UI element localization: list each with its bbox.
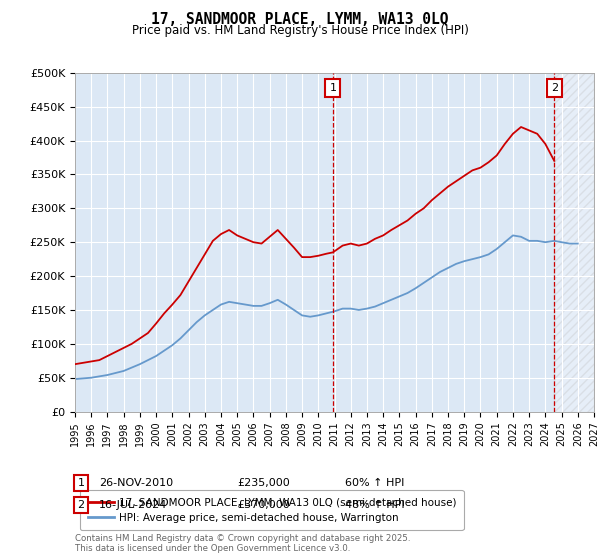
Text: Contains HM Land Registry data © Crown copyright and database right 2025.
This d: Contains HM Land Registry data © Crown c… — [75, 534, 410, 553]
Text: £235,000: £235,000 — [237, 478, 290, 488]
Text: 17, SANDMOOR PLACE, LYMM, WA13 0LQ: 17, SANDMOOR PLACE, LYMM, WA13 0LQ — [151, 12, 449, 27]
Legend: 17, SANDMOOR PLACE, LYMM, WA13 0LQ (semi-detached house), HPI: Average price, se: 17, SANDMOOR PLACE, LYMM, WA13 0LQ (semi… — [80, 490, 464, 530]
Text: Price paid vs. HM Land Registry's House Price Index (HPI): Price paid vs. HM Land Registry's House … — [131, 24, 469, 37]
Text: 26-NOV-2010: 26-NOV-2010 — [99, 478, 173, 488]
Text: £370,000: £370,000 — [237, 500, 290, 510]
Text: 2: 2 — [77, 500, 85, 510]
Text: 2: 2 — [551, 83, 558, 93]
Text: 1: 1 — [77, 478, 85, 488]
Text: 48% ↑ HPI: 48% ↑ HPI — [345, 500, 404, 510]
Text: 16-JUL-2024: 16-JUL-2024 — [99, 500, 167, 510]
Text: 60% ↑ HPI: 60% ↑ HPI — [345, 478, 404, 488]
Text: 1: 1 — [329, 83, 337, 93]
Bar — [554, 73, 594, 412]
